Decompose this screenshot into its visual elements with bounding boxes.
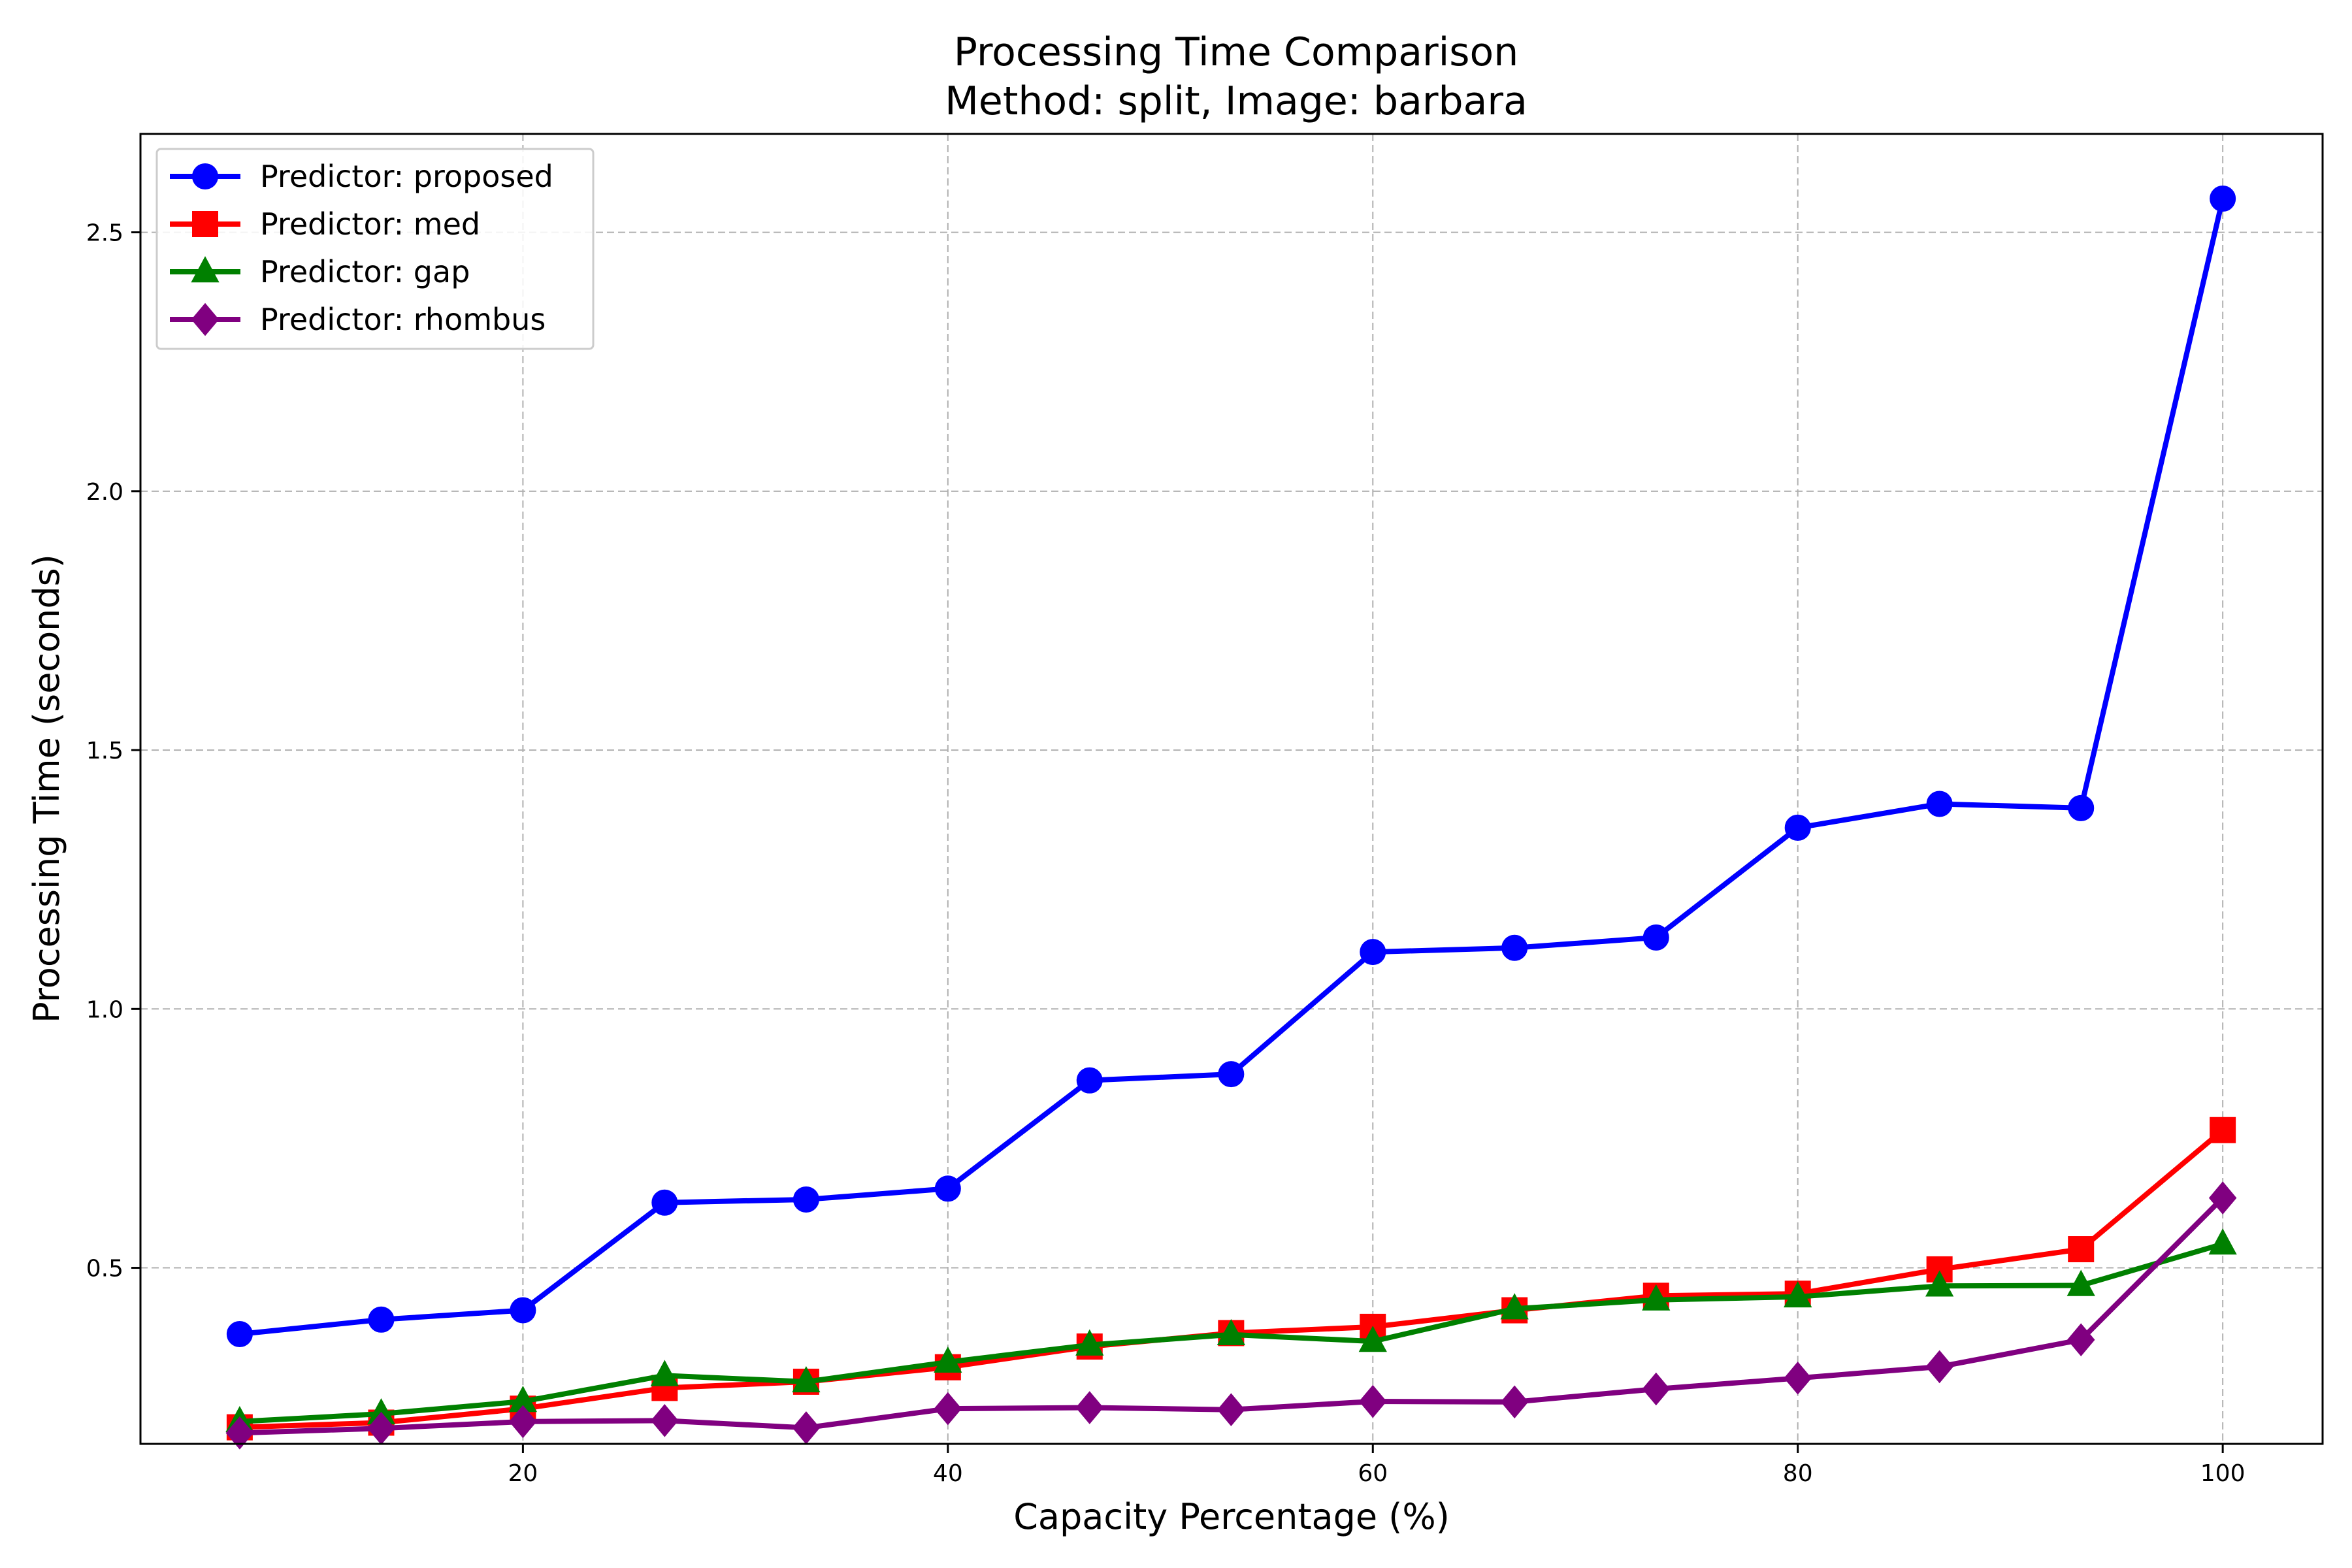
- x-tick-label: 60: [1358, 1460, 1388, 1487]
- data-point: [1360, 939, 1386, 966]
- data-point: [934, 1175, 961, 1202]
- legend-label: Predictor: proposed: [260, 159, 553, 194]
- legend-label: Predictor: gap: [260, 254, 470, 289]
- data-point: [225, 1416, 254, 1450]
- legend-marker: [192, 163, 218, 189]
- legend-item: Predictor: gap: [170, 254, 470, 289]
- data-point: [1926, 791, 1953, 817]
- grid-lines: [140, 134, 2323, 1444]
- data-point: [1358, 1326, 1387, 1352]
- chart-title: Processing Time Comparison: [954, 29, 1519, 75]
- data-point: [2068, 794, 2095, 821]
- y-tick-label: 1.5: [86, 738, 123, 764]
- data-point: [2208, 1228, 2237, 1255]
- y-tick-label: 1.0: [86, 996, 123, 1023]
- data-point: [1500, 1385, 1529, 1419]
- series-triangle: [225, 1228, 2237, 1433]
- data-point: [934, 1346, 962, 1373]
- data-point: [1642, 1372, 1671, 1406]
- data-point: [2066, 1323, 2095, 1357]
- data-point: [1218, 1061, 1245, 1088]
- x-axis-label: Capacity Percentage (%): [1013, 1496, 1450, 1537]
- data-point: [1642, 1284, 1671, 1311]
- data-point: [2210, 1117, 2236, 1143]
- series-diamond: [225, 1181, 2237, 1450]
- legend-marker: [192, 211, 218, 237]
- data-point: [2208, 1181, 2237, 1215]
- y-tick-label: 2.5: [86, 220, 123, 247]
- data-point: [1359, 1384, 1387, 1418]
- data-point: [1076, 1067, 1103, 1094]
- data-point: [1217, 1318, 1245, 1345]
- x-tick-label: 100: [2200, 1460, 2246, 1487]
- y-tick-label: 0.5: [86, 1256, 123, 1282]
- data-point: [650, 1360, 679, 1386]
- y-axis-label: Processing Time (seconds): [26, 554, 67, 1023]
- series-circle: [226, 186, 2236, 1347]
- data-point: [651, 1189, 678, 1216]
- x-tick-label: 80: [1783, 1460, 1813, 1487]
- data-point: [651, 1404, 679, 1437]
- data-point: [1784, 814, 1811, 841]
- legend-item: Predictor: med: [170, 206, 480, 242]
- data-point: [934, 1392, 962, 1426]
- plot-frame: [139, 133, 2324, 1445]
- data-point: [2066, 1269, 2095, 1296]
- data-point: [1217, 1393, 1245, 1427]
- x-tick-label: 40: [933, 1460, 963, 1487]
- data-point: [1925, 1270, 1954, 1297]
- data-point: [1784, 1281, 1812, 1308]
- legend-label: Predictor: rhombus: [260, 302, 546, 337]
- data-point: [792, 1186, 819, 1213]
- data-point: [1784, 1362, 1812, 1395]
- axis-ticks: 20 40 60 80 100 0.5 1.0 1.5 2.0 2.5: [86, 220, 2246, 1487]
- chart-subtitle: Method: split, Image: barbara: [945, 78, 1527, 124]
- data-point: [1925, 1350, 1953, 1384]
- y-tick-label: 2.0: [86, 479, 123, 506]
- legend-item: Predictor: rhombus: [170, 302, 546, 337]
- data-point: [1075, 1329, 1104, 1356]
- data-point: [510, 1297, 536, 1324]
- data-point: [1500, 1293, 1529, 1320]
- x-tick-label: 20: [508, 1460, 538, 1487]
- legend-marker: [191, 302, 220, 336]
- data-point: [509, 1405, 537, 1439]
- data-point: [226, 1320, 253, 1347]
- data-point: [2068, 1236, 2095, 1263]
- data-point: [2210, 186, 2236, 212]
- data-point: [1075, 1391, 1104, 1424]
- data-point: [1642, 924, 1669, 951]
- data-point: [1501, 934, 1528, 961]
- legend-marker: [191, 256, 220, 283]
- data-point: [368, 1306, 395, 1333]
- data-point: [792, 1365, 821, 1393]
- legend-label: Predictor: med: [260, 206, 480, 242]
- series-lines: [225, 186, 2237, 1450]
- legend: Predictor: proposed Predictor: med Predict…: [155, 148, 595, 350]
- legend-item: Predictor: proposed: [170, 159, 553, 194]
- legend-box: [155, 148, 595, 350]
